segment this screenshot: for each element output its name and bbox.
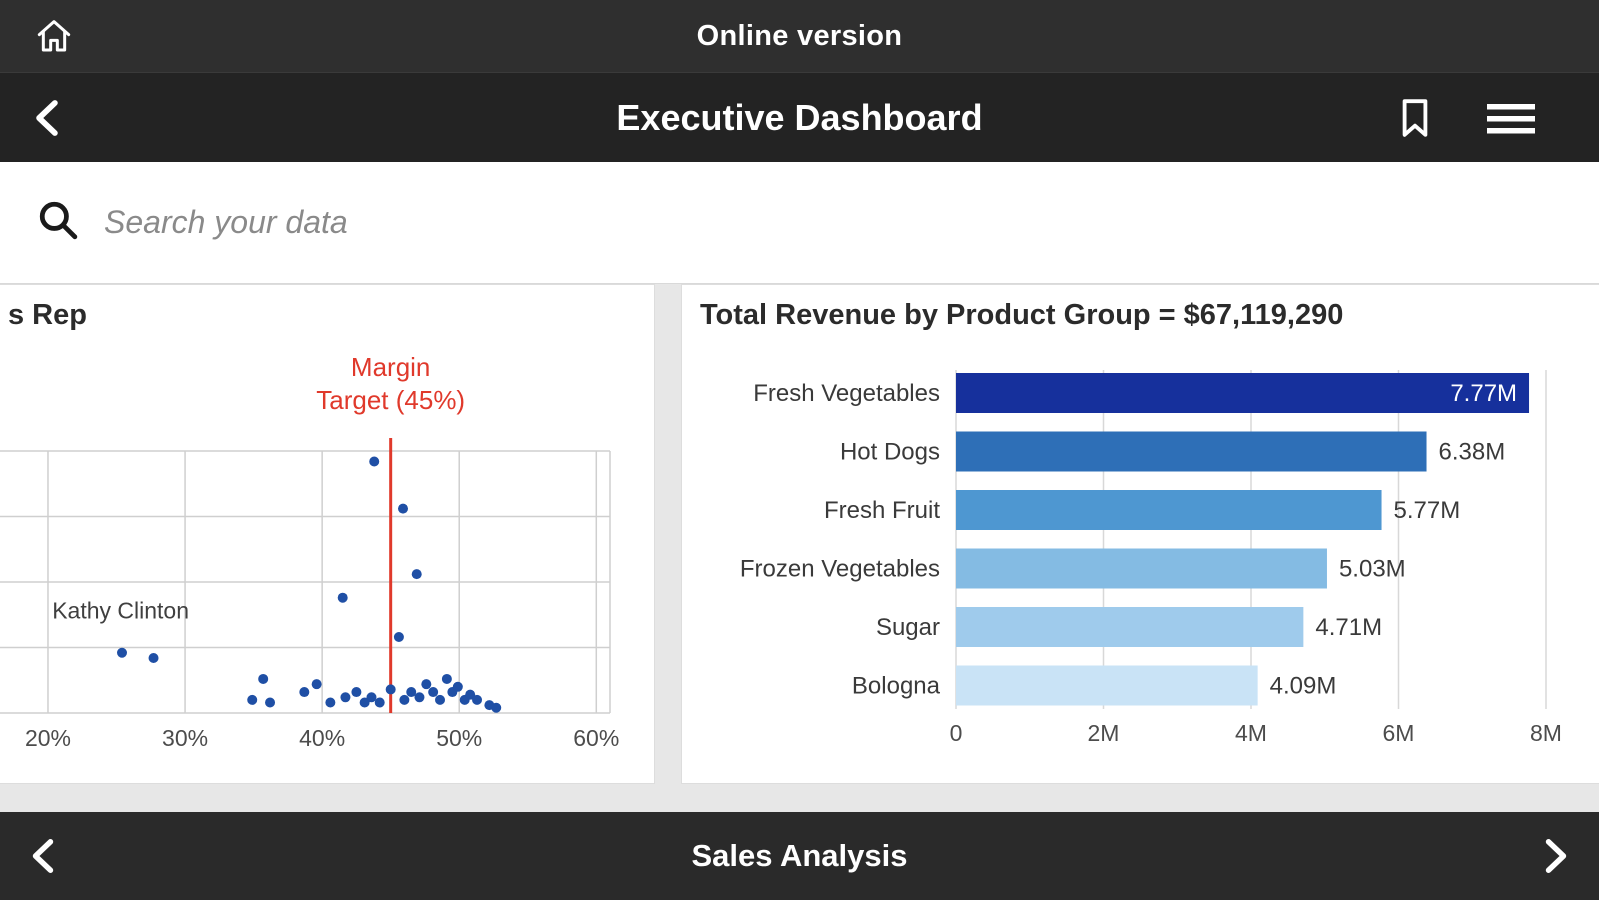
bar-chart-title: Total Revenue by Product Group = $67,119… [700, 299, 1344, 331]
svg-text:Frozen Vegetables: Frozen Vegetables [740, 556, 940, 583]
top-bar: Online version [0, 0, 1599, 72]
back-icon[interactable] [34, 99, 60, 142]
svg-text:2M: 2M [1088, 720, 1120, 746]
title-bar: Executive Dashboard [0, 72, 1599, 162]
svg-text:30%: 30% [162, 725, 208, 751]
scatter-card: s Rep 20% 30% 40% 50% 60% Margin Target (45%) K… [0, 284, 655, 784]
menu-icon[interactable] [1487, 103, 1535, 140]
svg-text:6M: 6M [1383, 720, 1415, 746]
svg-text:5.03M: 5.03M [1339, 556, 1406, 583]
svg-text:Fresh Fruit: Fresh Fruit [824, 497, 940, 524]
svg-text:60%: 60% [573, 725, 619, 751]
svg-text:6.38M: 6.38M [1439, 439, 1506, 466]
svg-text:Kathy Clinton: Kathy Clinton [52, 598, 189, 624]
prev-sheet-icon[interactable] [30, 838, 56, 879]
svg-text:Fresh Vegetables: Fresh Vegetables [753, 380, 940, 407]
search-icon [36, 198, 80, 247]
svg-text:0: 0 [950, 720, 963, 746]
scatter-card-title: s Rep [8, 299, 87, 331]
sheet-title: Sales Analysis [691, 838, 908, 873]
home-icon[interactable] [34, 16, 74, 61]
svg-text:4M: 4M [1235, 720, 1267, 746]
online-version-label: Online version [696, 19, 903, 52]
svg-text:Hot Dogs: Hot Dogs [840, 439, 940, 466]
svg-text:8M: 8M [1530, 720, 1562, 746]
bar-chart[interactable]: 0 2M 4M 6M 8M Fresh Vegetables 7.77M Hot Dogs 6.… [682, 285, 1598, 783]
bar-chart-card: Total Revenue by Product Group = $67,119… [681, 284, 1599, 784]
svg-text:Sugar: Sugar [876, 614, 940, 641]
svg-text:Margin: Margin [351, 352, 430, 382]
svg-text:40%: 40% [299, 725, 345, 751]
svg-text:5.77M: 5.77M [1394, 497, 1461, 524]
svg-text:7.77M: 7.77M [1450, 380, 1517, 407]
search-input[interactable] [104, 204, 1599, 241]
svg-text:4.09M: 4.09M [1270, 673, 1337, 700]
bookmark-icon[interactable] [1399, 97, 1431, 144]
page-title: Executive Dashboard [616, 96, 983, 138]
svg-text:20%: 20% [25, 725, 71, 751]
svg-text:4.71M: 4.71M [1315, 614, 1382, 641]
search-field[interactable] [0, 162, 1599, 284]
svg-text:50%: 50% [436, 725, 482, 751]
svg-text:Target (45%): Target (45%) [316, 385, 465, 415]
sheet-nav-bar: Sales Analysis [0, 812, 1599, 900]
svg-text:Bologna: Bologna [852, 673, 941, 700]
next-sheet-icon[interactable] [1543, 838, 1569, 879]
